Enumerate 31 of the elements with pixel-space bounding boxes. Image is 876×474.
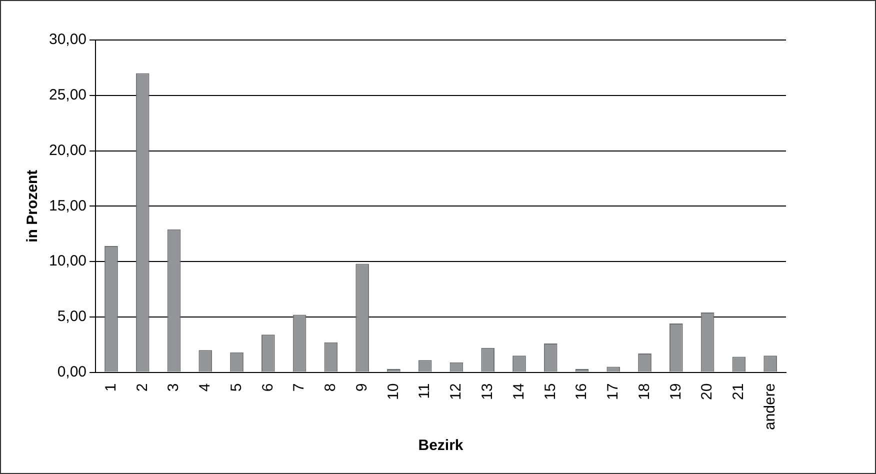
x-tick-label: 6 <box>259 383 276 392</box>
x-tick-label: 7 <box>290 383 308 392</box>
x-tick-label: 12 <box>448 383 465 400</box>
y-tick-label: 25,00 <box>48 86 87 104</box>
x-tick-label: 9 <box>353 383 370 392</box>
y-tick-label: 30,00 <box>48 31 87 48</box>
y-tick-label: 5,00 <box>57 308 87 326</box>
y-tick-label: 10,00 <box>48 252 87 270</box>
x-tick-label: 10 <box>384 383 402 400</box>
x-tick-label: 14 <box>510 383 528 400</box>
x-tick-label: 3 <box>165 383 182 392</box>
x-tick-label: 17 <box>604 383 622 400</box>
x-tick-label: 8 <box>322 383 340 392</box>
x-tick-label: 4 <box>196 383 214 392</box>
x-tick-label: 1 <box>102 383 120 392</box>
x-tick-label: andere <box>761 383 778 430</box>
x-axis-title: Bezirk <box>418 437 464 454</box>
y-tick-label: 20,00 <box>48 142 87 159</box>
x-tick-label: 5 <box>228 383 245 392</box>
x-tick-label: 2 <box>134 383 151 392</box>
x-tick-label: 21 <box>730 383 748 400</box>
x-tick-label: 20 <box>698 383 716 400</box>
y-tick-label: 15,00 <box>48 197 87 214</box>
x-tick-label: 11 <box>416 383 434 399</box>
y-tick-label: 0,00 <box>57 363 87 380</box>
x-tick-label: 15 <box>542 383 559 400</box>
x-tick-label: 13 <box>478 383 496 400</box>
x-tick-label: 19 <box>667 383 684 400</box>
x-tick-label: 16 <box>573 383 590 400</box>
y-axis-title: in Prozent <box>24 170 42 242</box>
x-tick-label: 18 <box>636 383 653 400</box>
